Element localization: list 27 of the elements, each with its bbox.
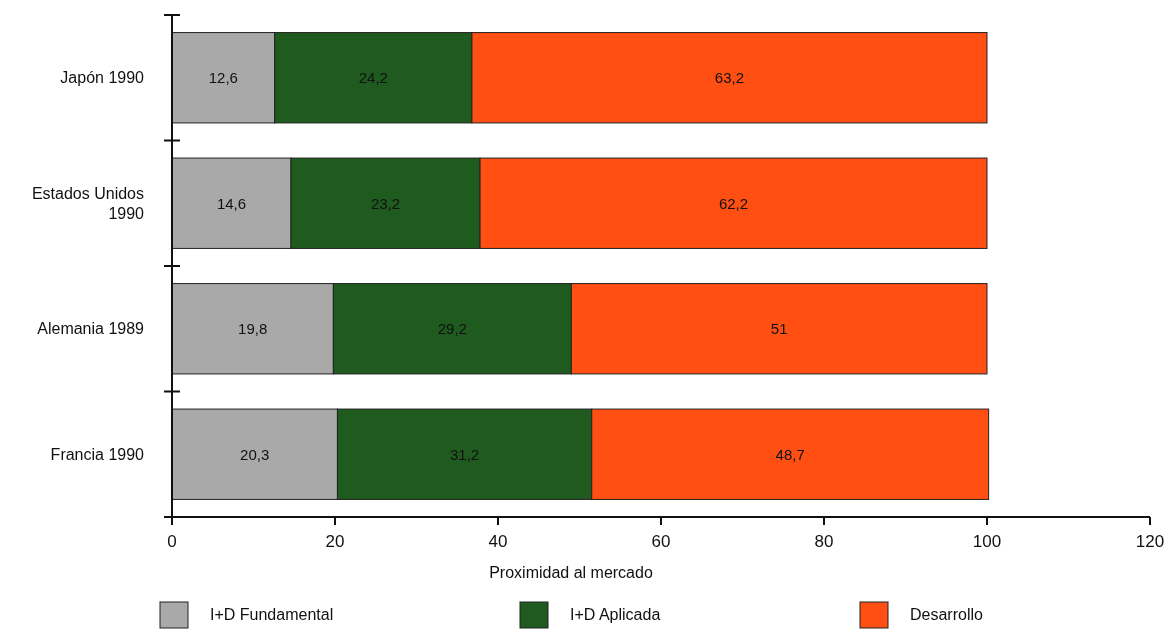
data-label: 14,6	[216, 194, 247, 212]
data-label: 23,2	[370, 194, 401, 212]
data-label: 12,6	[208, 69, 238, 86]
data-label: 48,7	[775, 445, 805, 463]
data-label: 24,2	[358, 69, 388, 86]
x-axis-title: Proximidad al mercado	[489, 564, 653, 581]
y-tick-label: Estados Unidos 1990	[31, 184, 145, 222]
legend-label: I+D Fundamental	[210, 605, 334, 623]
data-label: 51	[770, 320, 788, 337]
x-tick-label: 120	[1135, 532, 1165, 551]
data-label: 19,8	[238, 320, 268, 337]
legend-label: I+D Aplicada	[570, 605, 661, 623]
x-tick-label: 40	[488, 532, 508, 551]
data-label: 20,3	[240, 445, 270, 463]
x-tick-label: 60	[651, 532, 671, 551]
x-tick-label: 0	[167, 532, 177, 551]
data-label: 62,2	[718, 194, 749, 212]
x-tick-label: 100	[972, 532, 1002, 551]
data-label: 29,2	[437, 320, 467, 337]
legend-label: Desarrollo	[910, 605, 984, 623]
y-tick-label: Japón 1990	[60, 69, 145, 87]
x-tick-label: 80	[814, 532, 834, 551]
x-tick-label: 20	[325, 532, 345, 551]
y-tick-label: Francia 1990	[50, 445, 145, 463]
data-label: 63,2	[714, 69, 745, 86]
data-label: 31,2	[449, 445, 480, 463]
y-tick-label: Alemania 1989	[37, 320, 145, 338]
